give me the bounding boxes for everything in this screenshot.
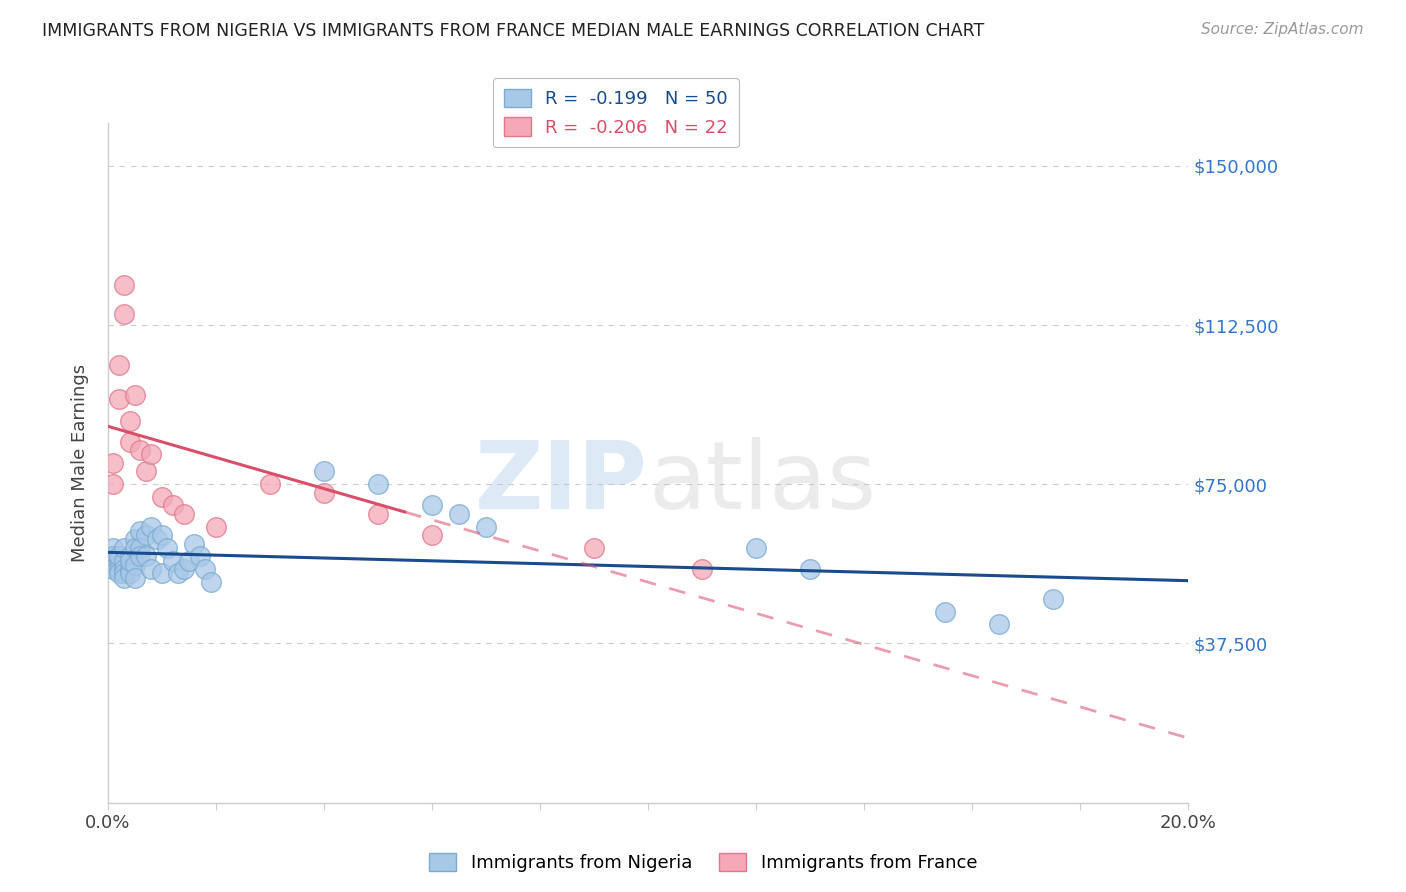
Point — [118, 566, 141, 581]
Point — [103, 541, 125, 555]
Point — [141, 448, 163, 462]
Point — [103, 477, 125, 491]
Point — [141, 519, 163, 533]
Point — [141, 562, 163, 576]
Point — [150, 490, 173, 504]
Y-axis label: Median Male Earnings: Median Male Earnings — [72, 364, 89, 562]
Point — [312, 465, 335, 479]
Point — [475, 519, 498, 533]
Point — [312, 485, 335, 500]
Point — [129, 524, 152, 538]
Legend: Immigrants from Nigeria, Immigrants from France: Immigrants from Nigeria, Immigrants from… — [418, 842, 988, 883]
Point — [799, 562, 821, 576]
Point — [124, 541, 146, 555]
Point — [259, 477, 281, 491]
Point — [124, 571, 146, 585]
Point — [167, 566, 190, 581]
Point — [103, 549, 125, 564]
Point — [420, 499, 443, 513]
Point — [145, 533, 167, 547]
Point — [107, 359, 129, 373]
Point — [135, 465, 157, 479]
Point — [124, 558, 146, 572]
Point — [112, 307, 135, 321]
Point — [129, 549, 152, 564]
Point — [367, 507, 389, 521]
Point — [124, 388, 146, 402]
Point — [107, 392, 129, 407]
Point — [112, 541, 135, 555]
Point — [118, 553, 141, 567]
Point — [112, 566, 135, 581]
Point — [173, 507, 195, 521]
Point — [156, 541, 179, 555]
Text: ZIP: ZIP — [475, 437, 648, 529]
Point — [107, 562, 129, 576]
Point — [988, 617, 1011, 632]
Point — [103, 456, 125, 470]
Point — [103, 562, 125, 576]
Point — [112, 553, 135, 567]
Point — [118, 434, 141, 449]
Point — [150, 528, 173, 542]
Point — [107, 566, 129, 581]
Text: Source: ZipAtlas.com: Source: ZipAtlas.com — [1201, 22, 1364, 37]
Point — [107, 558, 129, 572]
Point — [118, 413, 141, 427]
Point — [162, 553, 184, 567]
Point — [118, 562, 141, 576]
Point — [150, 566, 173, 581]
Point — [129, 443, 152, 458]
Point — [177, 553, 200, 567]
Point — [447, 507, 470, 521]
Point — [118, 549, 141, 564]
Point — [367, 477, 389, 491]
Point — [690, 562, 713, 576]
Point — [107, 553, 129, 567]
Point — [112, 277, 135, 292]
Point — [107, 549, 129, 564]
Point — [420, 528, 443, 542]
Point — [1042, 591, 1064, 606]
Point — [124, 533, 146, 547]
Point — [194, 562, 217, 576]
Point — [188, 549, 211, 564]
Point — [183, 536, 205, 550]
Point — [162, 499, 184, 513]
Point — [129, 541, 152, 555]
Point — [173, 562, 195, 576]
Text: IMMIGRANTS FROM NIGERIA VS IMMIGRANTS FROM FRANCE MEDIAN MALE EARNINGS CORRELATI: IMMIGRANTS FROM NIGERIA VS IMMIGRANTS FR… — [42, 22, 984, 40]
Legend: R =  -0.199   N = 50, R =  -0.206   N = 22: R = -0.199 N = 50, R = -0.206 N = 22 — [492, 78, 738, 147]
Point — [583, 541, 606, 555]
Text: atlas: atlas — [648, 437, 876, 529]
Point — [205, 519, 228, 533]
Point — [934, 605, 956, 619]
Point — [112, 562, 135, 576]
Point — [745, 541, 768, 555]
Point — [200, 574, 222, 589]
Point — [135, 528, 157, 542]
Point — [135, 549, 157, 564]
Point — [112, 571, 135, 585]
